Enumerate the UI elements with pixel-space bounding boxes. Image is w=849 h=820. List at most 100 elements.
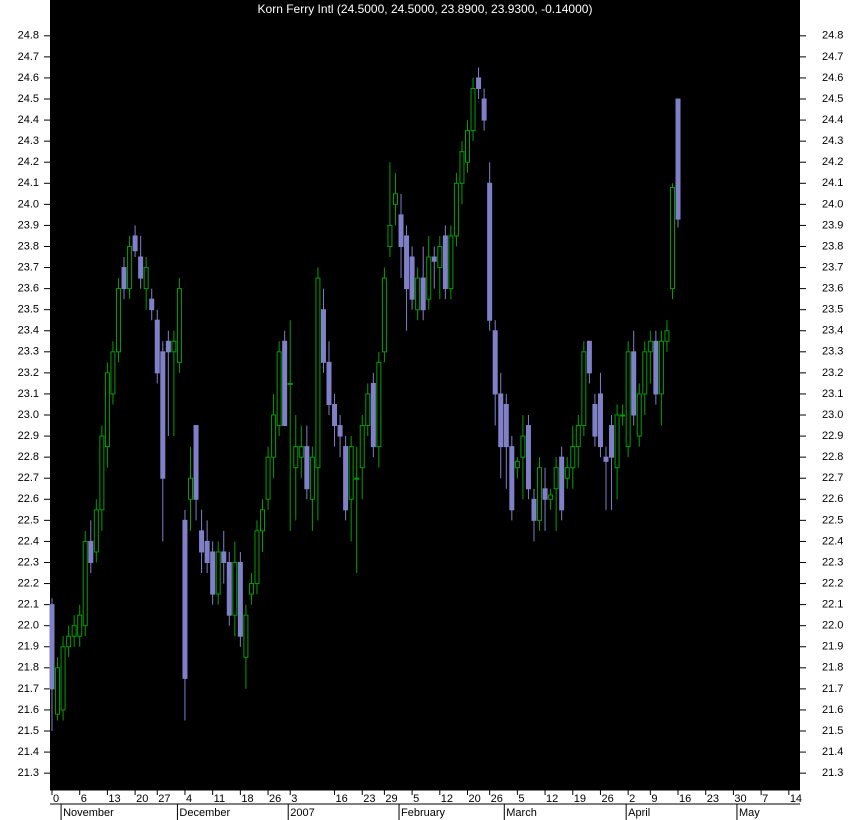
candle-body — [426, 256, 432, 300]
y-tick-label: 22.5 — [18, 514, 39, 526]
candle-body — [609, 425, 615, 458]
candle-body — [232, 561, 238, 616]
candle-body — [658, 340, 664, 395]
candle-body — [210, 551, 216, 595]
candle-body — [465, 130, 470, 163]
candle-body — [431, 256, 437, 262]
y-tick-label: 21.9 — [18, 641, 39, 653]
candle-body — [287, 382, 293, 385]
y2-tick-label: 21.5 — [822, 725, 843, 737]
candle-body — [265, 456, 271, 500]
y2-tick-label: 23.2 — [822, 367, 843, 379]
plot-area — [50, 0, 800, 790]
candle-body — [592, 403, 598, 437]
y-tick-label: 24.6 — [18, 72, 39, 84]
y2-tick-label: 21.7 — [822, 683, 843, 695]
month-label: April — [628, 807, 650, 819]
y2-tick-label: 23.7 — [822, 261, 843, 273]
candle-body — [248, 583, 254, 595]
x-tick-label: 16 — [679, 793, 691, 805]
y-tick-label: 22.9 — [18, 430, 39, 442]
y2-tick-label: 23.6 — [822, 283, 843, 295]
month-label: 2007 — [290, 807, 314, 819]
y2-tick-label: 23.0 — [822, 409, 843, 421]
x-tick-label: 11 — [214, 793, 225, 805]
y-tick-label: 24.8 — [18, 30, 39, 42]
y2-tick-label: 22.9 — [822, 430, 843, 442]
candle-body — [370, 382, 376, 448]
candle-body — [448, 235, 454, 290]
x-tick-label: 5 — [518, 793, 524, 805]
x-tick-label: 30 — [734, 793, 746, 805]
candle-body — [138, 256, 144, 279]
candle-body — [553, 467, 559, 490]
candle-body — [542, 488, 548, 500]
candle-body — [415, 277, 421, 311]
month-label: December — [179, 807, 230, 819]
candle-body — [620, 414, 626, 417]
candle-body — [631, 351, 637, 416]
y-tick-label: 22.0 — [18, 620, 39, 632]
y2-tick-label: 24.1 — [822, 177, 843, 189]
candle-body — [88, 540, 94, 563]
x-tick-label: 16 — [336, 793, 348, 805]
candle-body — [520, 435, 526, 458]
y-tick-label: 24.2 — [18, 156, 39, 168]
candle-body — [559, 456, 565, 511]
y2-tick-label: 21.4 — [822, 746, 843, 758]
y-tick-label: 22.1 — [18, 599, 39, 611]
y2-tick-label: 24.3 — [822, 135, 843, 147]
candle-body — [581, 351, 587, 427]
candle-body — [71, 625, 77, 637]
candle-body — [669, 186, 675, 290]
candle-body — [614, 414, 620, 469]
x-tick-label: 18 — [241, 793, 253, 805]
y2-tick-label: 23.8 — [822, 240, 843, 252]
x-tick-label: 27 — [158, 793, 170, 805]
y-tick-label: 23.3 — [18, 346, 39, 358]
candle-body — [282, 340, 288, 427]
y2-tick-label: 21.6 — [822, 704, 843, 716]
y-tick-label: 24.5 — [18, 93, 39, 105]
y-tick-label: 23.1 — [18, 388, 39, 400]
x-tick-label: 6 — [81, 793, 87, 805]
y-tick-label: 22.7 — [18, 472, 39, 484]
candle-body — [326, 361, 332, 405]
x-tick-label: 12 — [546, 793, 558, 805]
x-tick-label: 26 — [601, 793, 613, 805]
y2-tick-label: 21.3 — [822, 767, 843, 779]
y2-tick-label: 21.8 — [822, 662, 843, 674]
candle-body — [127, 245, 133, 290]
y2-tick-label: 24.5 — [822, 93, 843, 105]
candle-body — [459, 151, 465, 184]
candle-body — [387, 224, 393, 247]
candle-body — [298, 446, 304, 458]
y-tick-label: 24.3 — [18, 135, 39, 147]
y-tick-label: 24.4 — [18, 114, 39, 126]
candle-body — [487, 182, 493, 321]
candle-body — [204, 540, 210, 563]
candle-body — [104, 372, 110, 448]
candle-body — [176, 288, 182, 363]
candle-body — [636, 393, 642, 437]
y-tick-label: 23.7 — [18, 261, 39, 273]
candle-body — [193, 425, 199, 500]
candle-body — [254, 530, 260, 585]
candle-body — [503, 403, 509, 448]
y-tick-label: 24.1 — [18, 177, 39, 189]
x-tick-label: 29 — [385, 793, 397, 805]
y2-tick-label: 24.6 — [822, 72, 843, 84]
candle-body — [182, 519, 188, 679]
candle-body — [509, 446, 515, 511]
candle-body — [320, 309, 326, 363]
candle-body — [381, 277, 387, 353]
y2-tick-label: 22.4 — [822, 535, 843, 547]
y-tick-label: 23.9 — [18, 219, 39, 231]
y2-tick-label: 24.8 — [822, 30, 843, 42]
candle-body — [199, 530, 205, 553]
candle-body — [675, 98, 681, 220]
y2-tick-label: 24.7 — [822, 51, 843, 63]
x-tick-label: 5 — [413, 793, 419, 805]
candle-body — [492, 330, 498, 395]
